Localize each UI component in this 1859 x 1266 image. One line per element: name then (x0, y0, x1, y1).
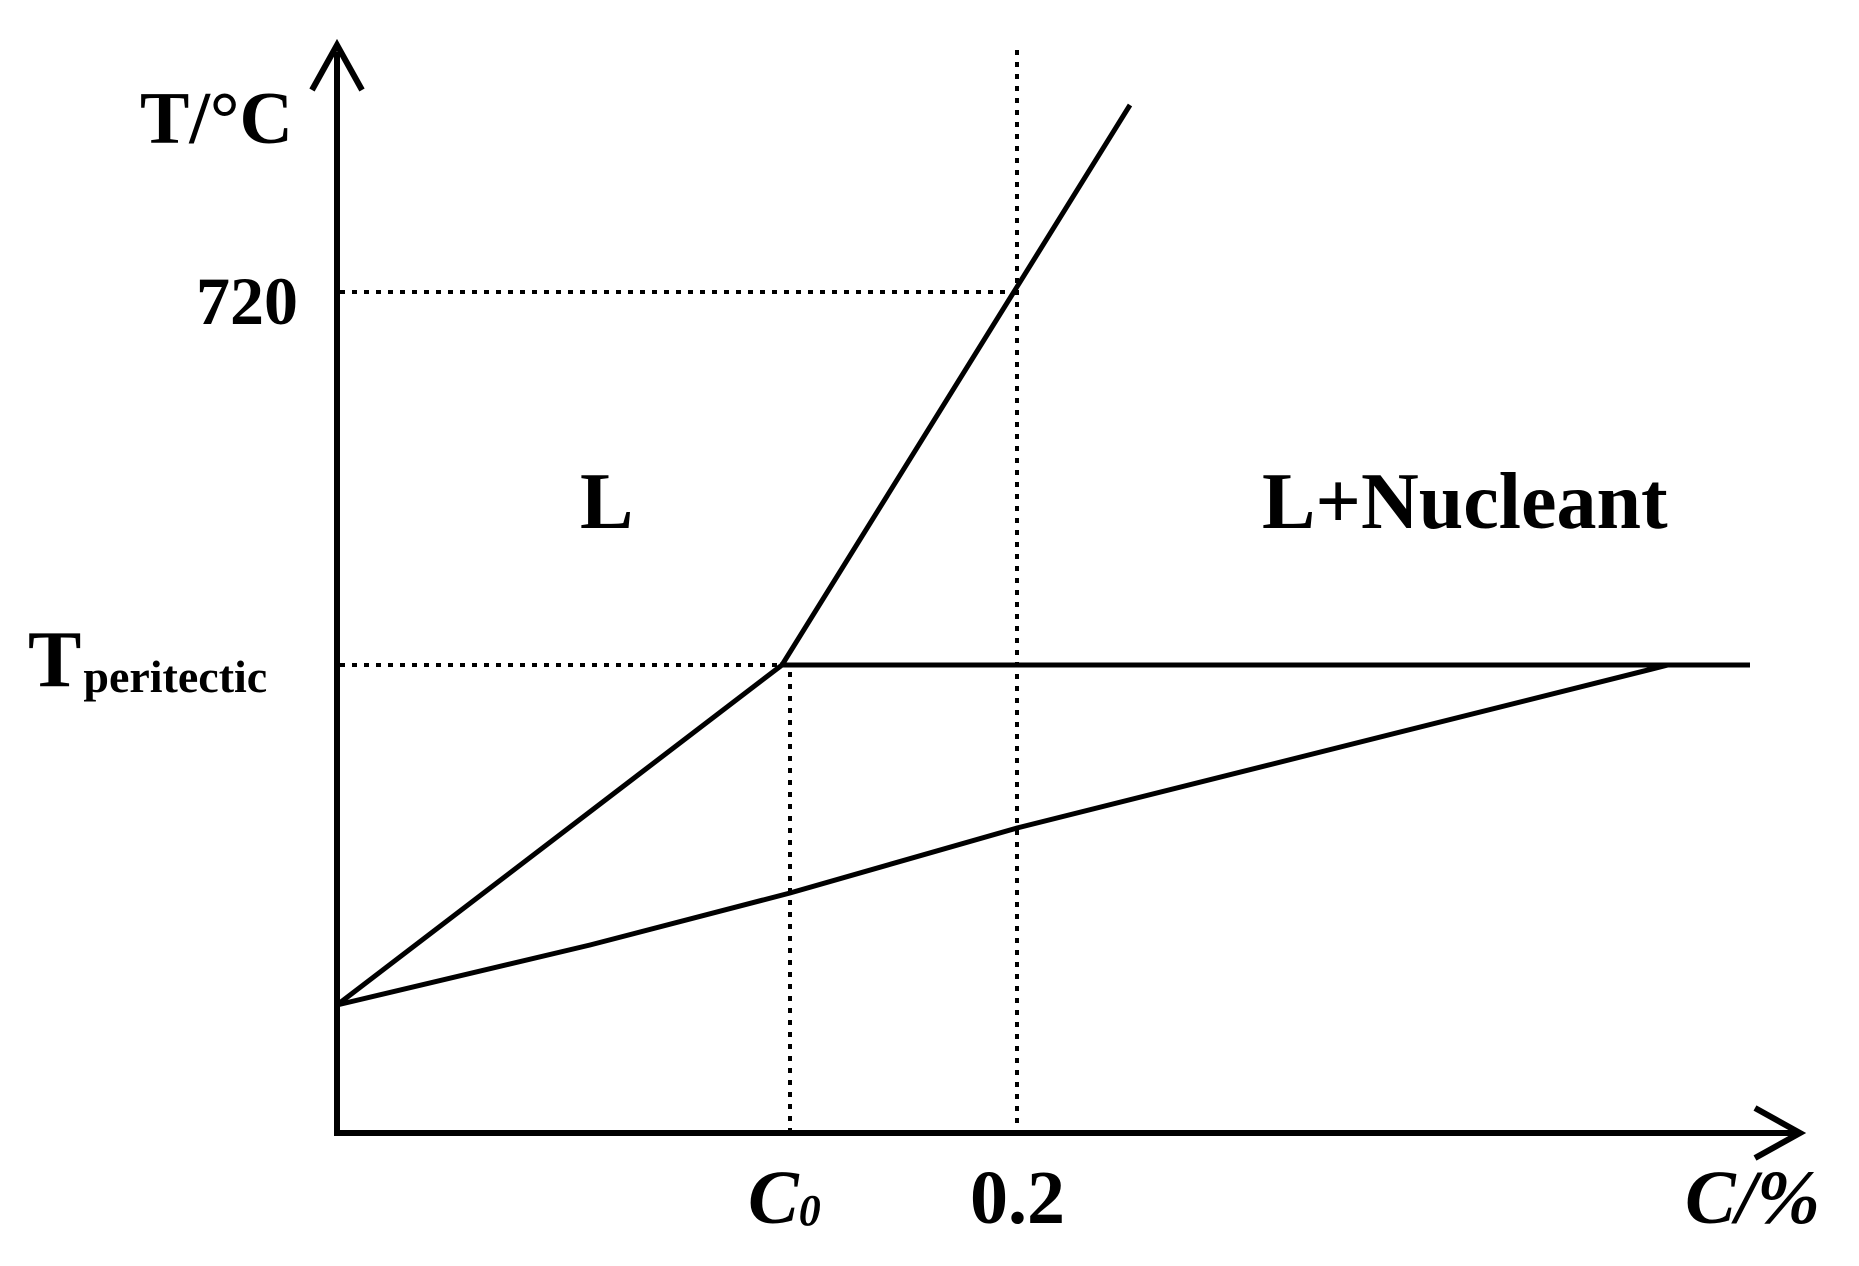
region-liquid-nucleant-label: L+Nucleant (1262, 458, 1668, 546)
x-axis-arrowhead (1753, 1105, 1807, 1161)
solidus-line (336, 662, 1669, 1008)
y-tick-peritectic-sub: peritectic (83, 651, 268, 702)
x-axis-label: C/% (1685, 1156, 1821, 1240)
y-axis-label: T/°C (140, 78, 293, 160)
x-tick-c0-sub: 0 (798, 1186, 821, 1235)
y-tick-peritectic-main: T (28, 616, 82, 704)
y-tick-720: 720 (196, 263, 298, 339)
x-tick-c0: C0 (748, 1160, 821, 1236)
liquidus-line (335, 103, 1133, 1007)
region-liquid-label: L (580, 458, 634, 546)
y-tick-peritectic: Tperitectic (28, 620, 267, 700)
x-tick-02: 0.2 (970, 1156, 1065, 1240)
y-axis-arrowhead (309, 38, 365, 92)
x-tick-c0-main: C (748, 1156, 799, 1240)
